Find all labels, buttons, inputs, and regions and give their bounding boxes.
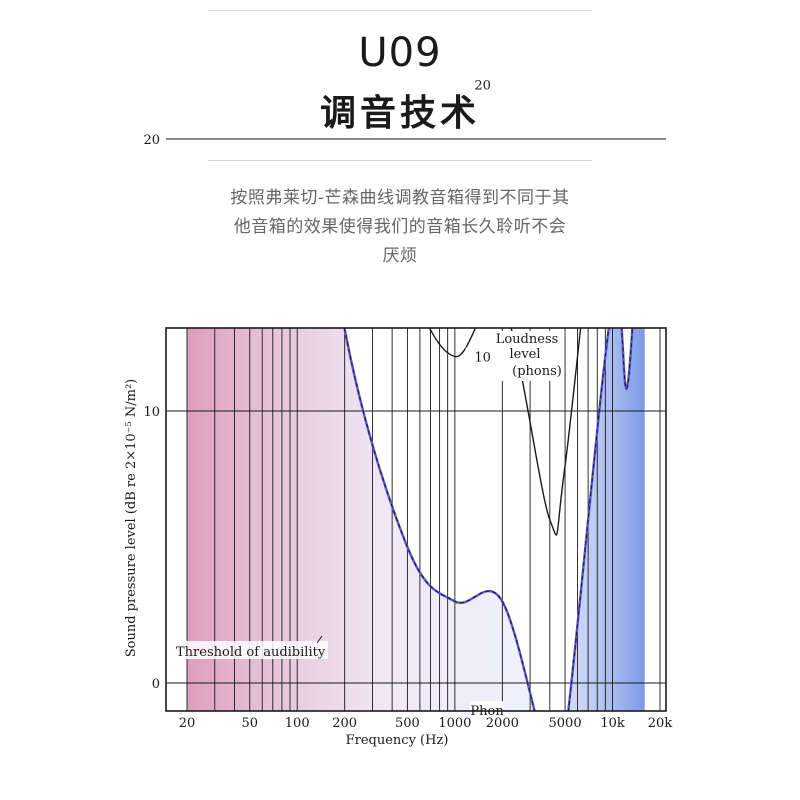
x-tick-label: 200 <box>332 716 357 731</box>
plot-frame <box>165 327 667 712</box>
section-heading: 调音技术 <box>319 93 480 134</box>
curve-20 <box>187 0 645 262</box>
curve-label-bg <box>470 701 505 719</box>
x-tick-label: 50 <box>241 716 258 731</box>
legend-title-bg <box>496 331 564 381</box>
axes: 0102030405060708090100110120130205010020… <box>124 133 673 748</box>
y-axis-title: Sound pressure level (dB re 2×10⁻⁵ N/m²) <box>124 379 139 658</box>
x-tick-label: 20 <box>179 716 196 731</box>
middle-divider <box>208 160 592 161</box>
threshold-dashed-line <box>343 328 633 711</box>
x-tick-label: 5000 <box>549 716 582 731</box>
curve-label: 10 <box>474 351 491 366</box>
threshold-area-fill <box>187 328 645 711</box>
legend-title-line: level <box>509 347 540 362</box>
threshold-arrow <box>316 635 323 644</box>
curve-label-bg <box>465 347 500 365</box>
threshold-label: Threshold of audibility <box>176 645 326 660</box>
description: 按照弗莱切-芒森曲线调教音箱得到不同于其 他音箱的效果使得我们的音箱长久聆听不会… <box>200 184 600 271</box>
top-divider <box>208 10 592 11</box>
labels: Phon102030405060708090100110120Loudnessl… <box>172 75 564 719</box>
threshold-label-bg <box>172 641 328 659</box>
description-line: 厌烦 <box>382 246 418 266</box>
model-title: U09 <box>358 30 442 76</box>
legend-title-line: (phons) <box>512 364 562 379</box>
y-tick-label: 10 <box>143 405 160 420</box>
legend-title-line: Loudness <box>496 332 559 347</box>
x-tick-label: 100 <box>285 716 310 731</box>
curve-label-bg <box>465 75 500 93</box>
x-tick-label: 2000 <box>486 716 519 731</box>
curves <box>187 0 645 711</box>
x-axis-title: Frequency (Hz) <box>346 733 449 748</box>
curve-10 <box>428 328 582 536</box>
x-tick-label: 10k <box>600 716 625 731</box>
y-tick-label: 20 <box>143 133 160 148</box>
curve-label: 20 <box>474 79 491 94</box>
description-line: 按照弗莱切-芒森曲线调教音箱得到不同于其 <box>230 188 570 208</box>
x-tick-label: 1000 <box>438 716 471 731</box>
threshold-fill <box>187 328 645 711</box>
y-tick-label: 0 <box>152 677 160 692</box>
description-line: 他音箱的效果使得我们的音箱长久聆听不会 <box>233 217 567 237</box>
x-tick-label: 500 <box>395 716 420 731</box>
x-tick-label: 20k <box>648 716 673 731</box>
